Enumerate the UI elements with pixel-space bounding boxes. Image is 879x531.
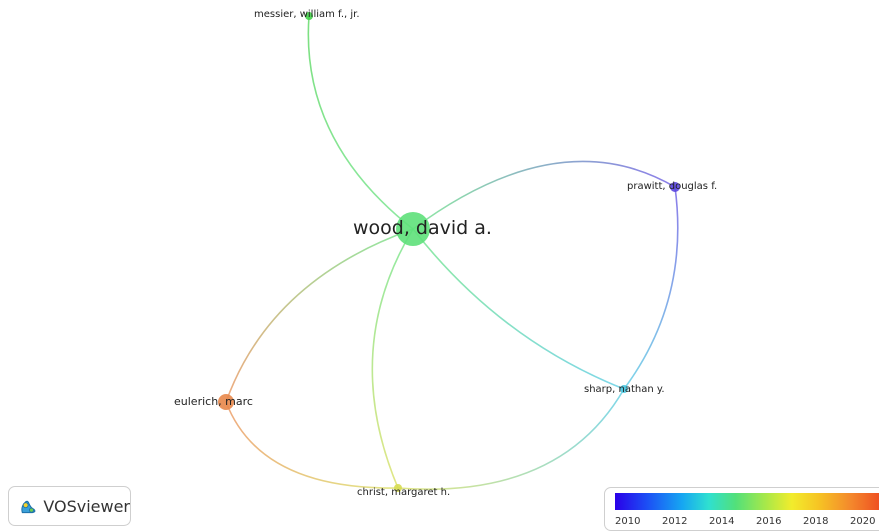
- node-label-christ[interactable]: christ, margaret h.: [357, 487, 451, 498]
- node-christ[interactable]: [394, 484, 402, 492]
- link-wood-christ: [371, 228, 414, 489]
- legend-tick-2018: 2018: [803, 516, 829, 527]
- legend-tick-2020: 2020: [850, 516, 876, 527]
- link-christ-sharp: [397, 388, 625, 490]
- node-label-messier[interactable]: messier, william f., jr.: [254, 9, 360, 20]
- link-prawitt-sharp: [623, 186, 679, 390]
- node-label-eulerich[interactable]: eulerich, marc: [174, 395, 253, 408]
- node-label-wood[interactable]: wood, david a.: [353, 217, 492, 239]
- node-wood[interactable]: [396, 212, 430, 246]
- year-color-legend: 2010 2012 2014 2016 2018 2020: [604, 487, 879, 531]
- legend-tick-2012: 2012: [662, 516, 688, 527]
- node-messier[interactable]: [305, 12, 313, 20]
- node-prawitt[interactable]: [670, 182, 680, 192]
- link-eulerich-christ: [225, 401, 399, 489]
- link-wood-prawitt: [412, 160, 676, 230]
- link-wood-sharp: [412, 228, 625, 390]
- node-eulerich[interactable]: [218, 394, 234, 410]
- vosviewer-logo: VOSviewer: [8, 486, 131, 526]
- link-wood-messier: [307, 15, 414, 230]
- legend-gradient-bar: [615, 493, 879, 510]
- node-sharp[interactable]: [620, 385, 628, 393]
- legend-tick-2014: 2014: [709, 516, 735, 527]
- logo-text: VOSviewer: [43, 496, 130, 516]
- vosviewer-logo-icon: [21, 500, 36, 514]
- node-label-prawitt[interactable]: prawitt, douglas f.: [627, 181, 718, 192]
- legend-tick-2010: 2010: [615, 516, 641, 527]
- link-wood-eulerich: [225, 228, 414, 403]
- node-label-sharp[interactable]: sharp, nathan y.: [584, 384, 665, 395]
- legend-tick-2016: 2016: [756, 516, 782, 527]
